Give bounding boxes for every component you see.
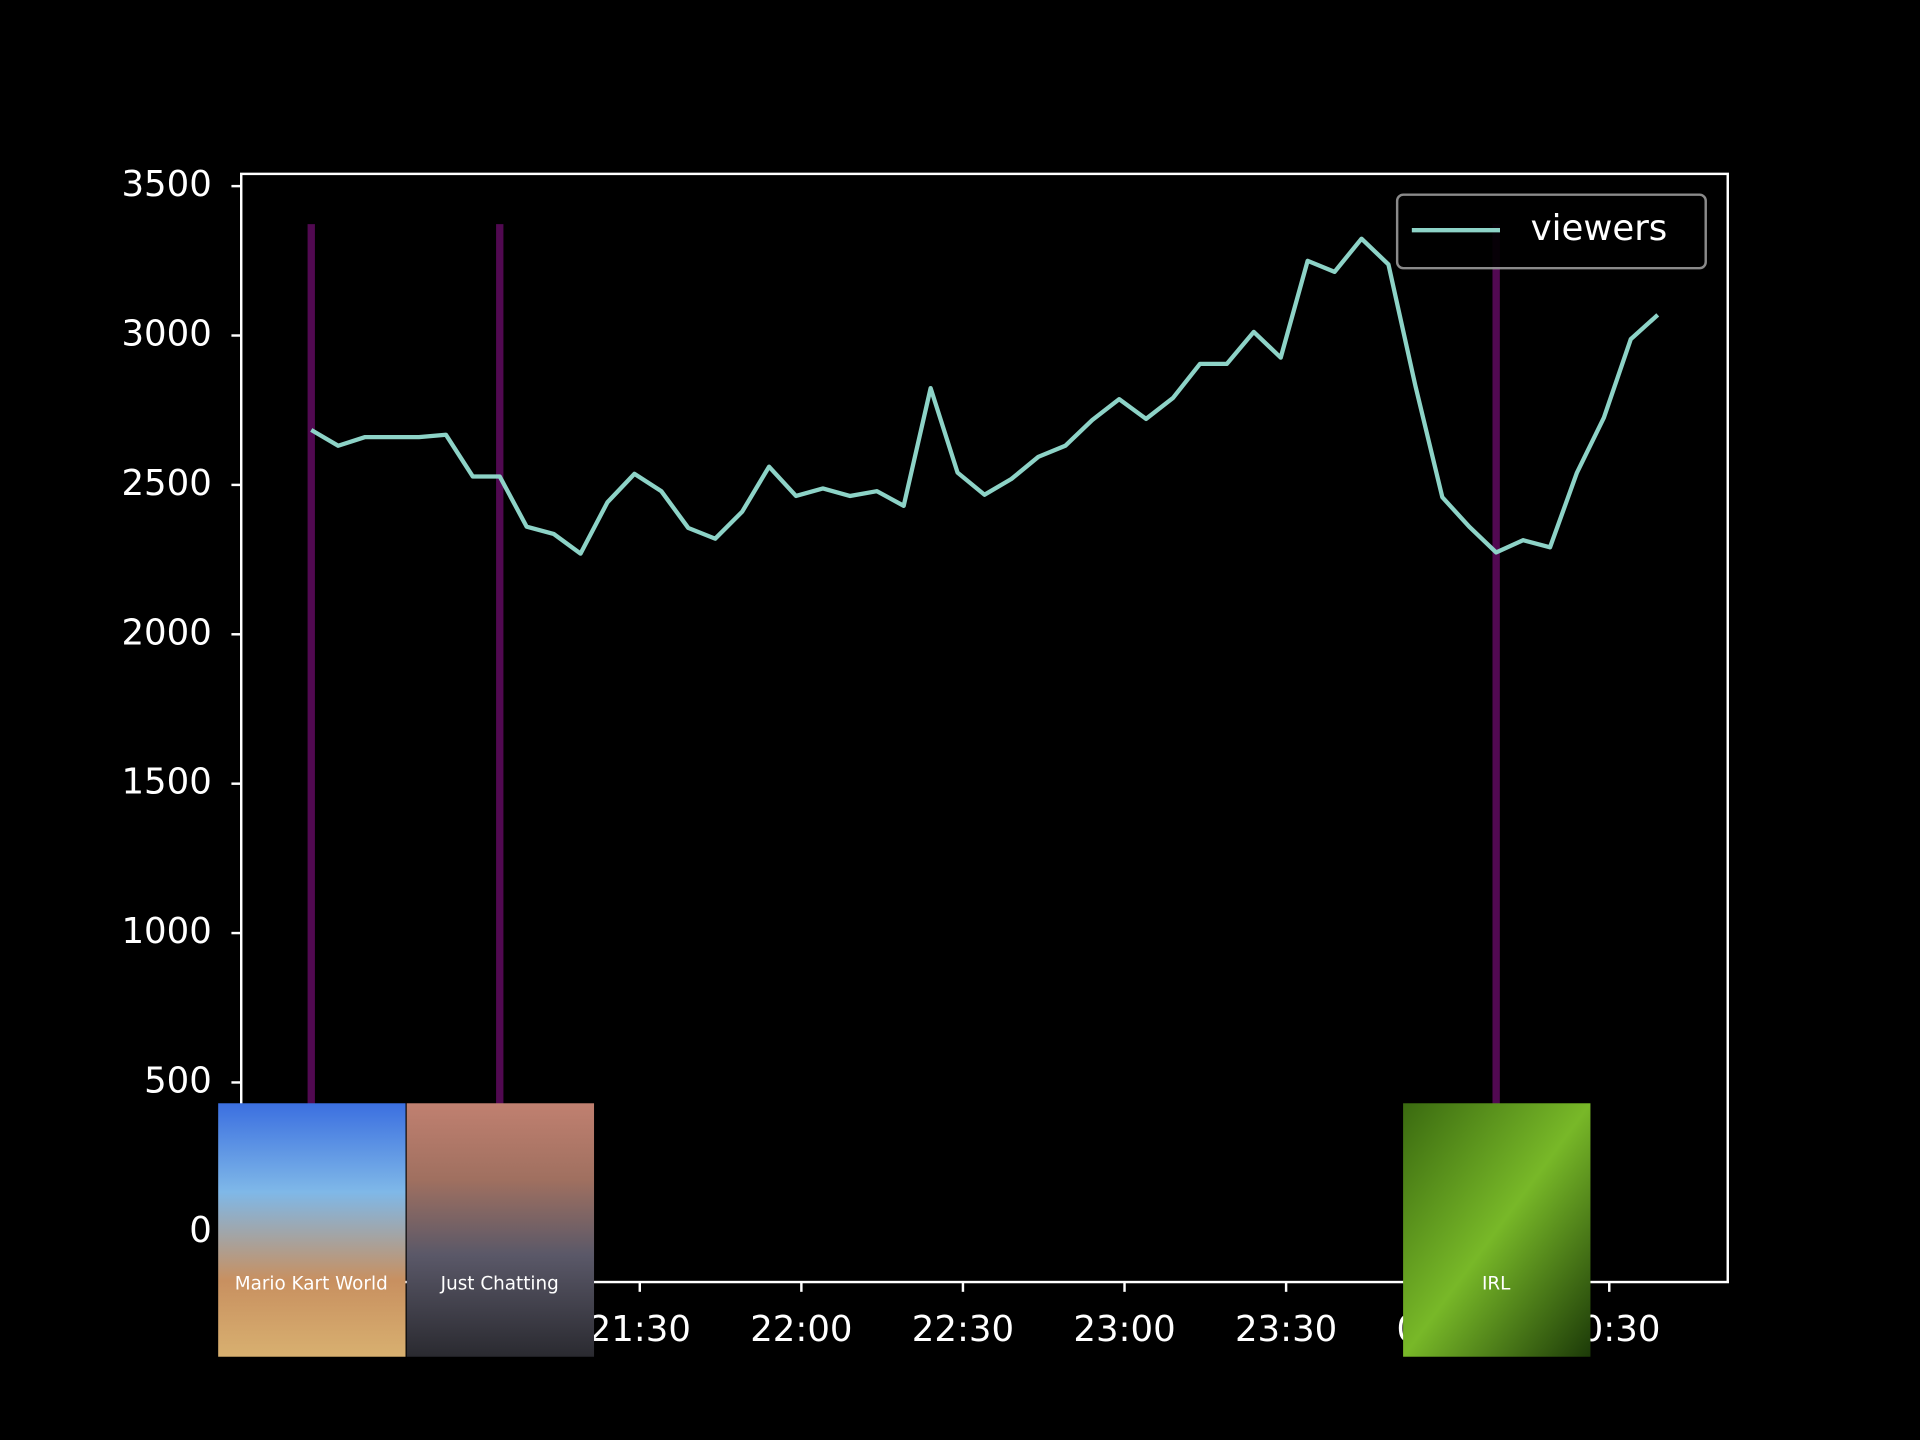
x-tick-label: 22:30 [912, 1309, 1014, 1350]
y-tick-label: 3500 [121, 164, 211, 205]
overlay-layer: Mario Kart World Just Chatting IRL viewers [218, 193, 1707, 1357]
event-label: Mario Kart World [235, 1273, 388, 1294]
y-tick-label: 2500 [121, 463, 211, 504]
plot-frame [240, 172, 1729, 1284]
x-tick-label: 22:00 [750, 1309, 852, 1350]
event-thumbnail: Mario Kart World [218, 1103, 406, 1357]
x-tick-label: 23:30 [1235, 1309, 1337, 1350]
event-thumbnail: IRL [1403, 1103, 1591, 1357]
legend-frame [1395, 193, 1707, 270]
y-tick-label: 500 [144, 1060, 212, 1101]
thumbnail-image [218, 1103, 406, 1357]
x-tick-label: 21:30 [589, 1309, 691, 1350]
thumbnail-image [1403, 1103, 1591, 1357]
event-label: IRL [1482, 1273, 1511, 1294]
legend-label: viewers [1531, 208, 1668, 249]
y-tick-label: 1500 [121, 762, 211, 803]
series-line [310, 236, 1660, 556]
legend: viewers [1395, 193, 1707, 270]
y-tick-label: 3000 [121, 314, 211, 355]
thumbnail-image [406, 1103, 595, 1357]
y-tick-label: 2000 [121, 612, 211, 653]
x-tick-label: 23:00 [1073, 1309, 1175, 1350]
y-tick-label: 0 [189, 1210, 212, 1251]
event-label: Just Chatting [440, 1273, 559, 1294]
y-tick-label: 1000 [121, 911, 211, 952]
event-thumbnail: Just Chatting [406, 1103, 595, 1357]
